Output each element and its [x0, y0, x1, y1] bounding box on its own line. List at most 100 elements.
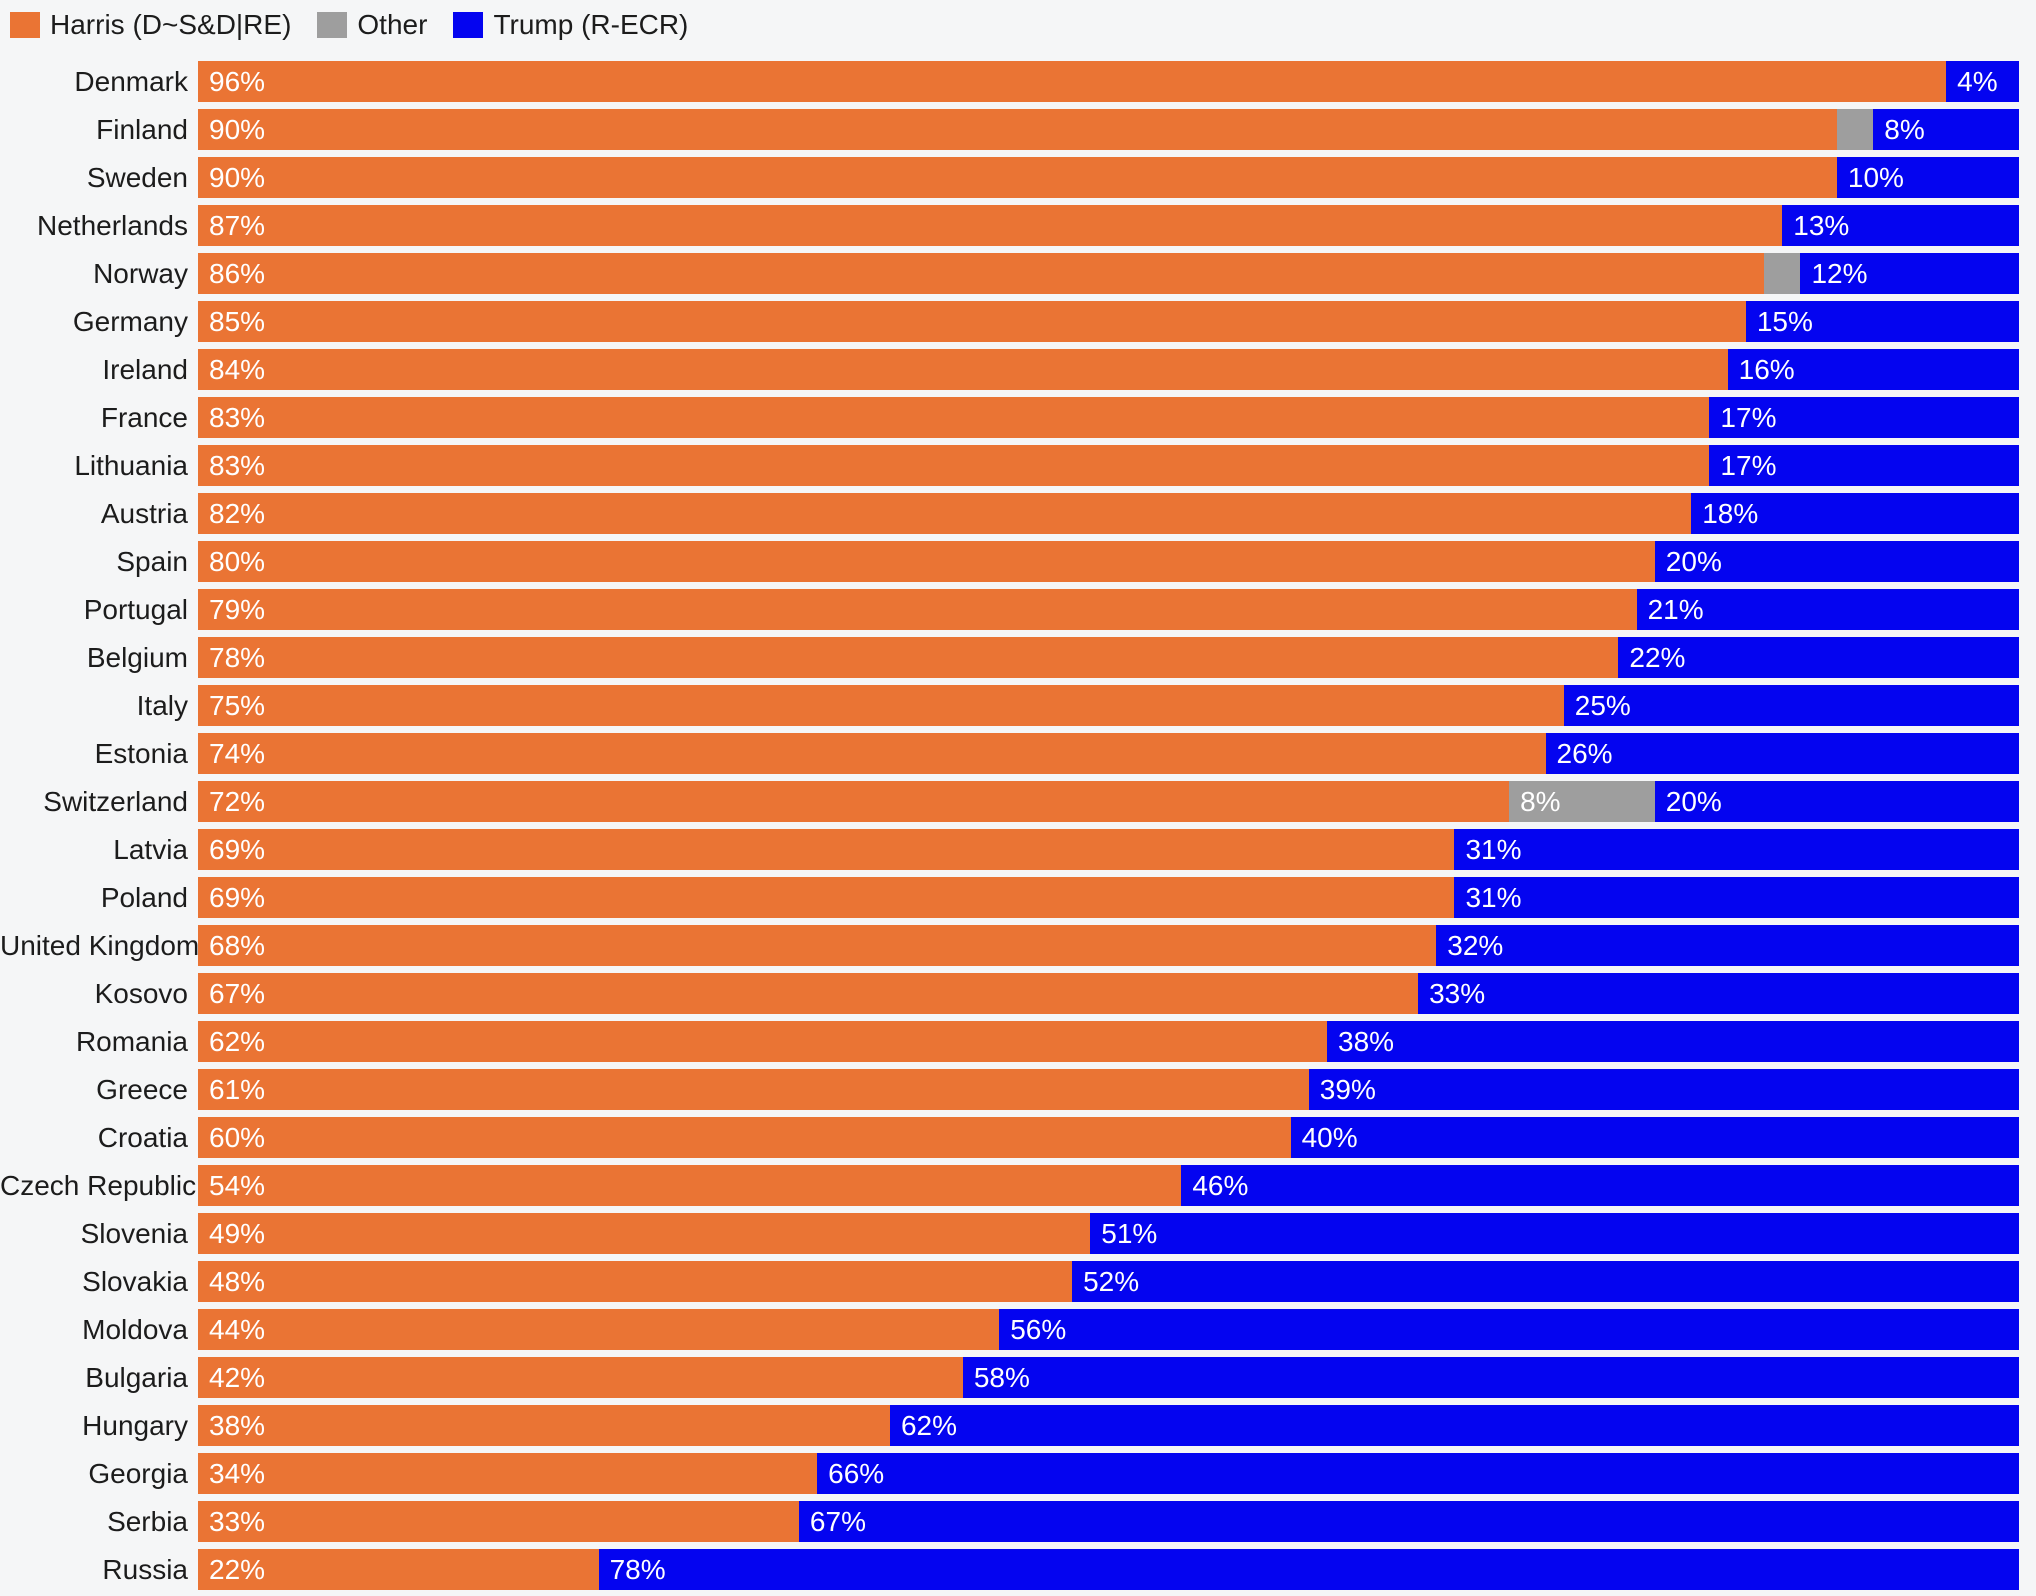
stacked-bar: 83% 17%: [198, 397, 2019, 438]
trump-value-label: 17%: [1720, 402, 1777, 433]
bar-row: Ireland 84% 16%: [0, 349, 2036, 390]
harris-value-label: 69%: [209, 882, 266, 913]
harris-segment: 67%: [198, 973, 1419, 1014]
harris-value-label: 86%: [209, 258, 266, 289]
trump-segment: 17%: [1709, 397, 2019, 438]
trump-value-label: 33%: [1429, 978, 1486, 1009]
harris-segment: 22%: [198, 1549, 599, 1590]
harris-segment: 87%: [198, 205, 1783, 246]
stacked-bar: 49% 51%: [198, 1213, 2019, 1254]
bar-row: Slovenia 49% 51%: [0, 1213, 2036, 1254]
harris-value-label: 67%: [209, 978, 266, 1009]
country-label: Denmark: [74, 66, 188, 97]
country-label: Ireland: [102, 354, 188, 385]
country-label: Italy: [136, 690, 188, 721]
harris-value-label: 38%: [209, 1410, 266, 1441]
harris-value-label: 44%: [209, 1314, 266, 1345]
harris-value-label: 49%: [209, 1218, 266, 1249]
stacked-bar: 69% 31%: [198, 877, 2019, 918]
country-label: Spain: [116, 546, 188, 577]
country-label: Portugal: [83, 594, 188, 625]
harris-value-label: 87%: [209, 210, 266, 241]
bar-row: Denmark 96% 4%: [0, 61, 2036, 102]
trump-value-label: 40%: [1301, 1122, 1358, 1153]
trump-value-label: 15%: [1756, 306, 1813, 337]
trump-segment: 15%: [1745, 301, 2019, 342]
harris-value-label: 96%: [209, 66, 266, 97]
country-label: Netherlands: [37, 210, 188, 241]
trump-segment: 18%: [1691, 493, 2019, 534]
other-legend-swatch: [317, 12, 348, 38]
bar-row: France 83% 17%: [0, 397, 2036, 438]
trump-value-label: 18%: [1702, 498, 1759, 529]
bar-row: Portugal 79% 21%: [0, 589, 2036, 630]
harris-segment: 69%: [198, 877, 1455, 918]
stacked-bar: 34% 66%: [198, 1453, 2019, 1494]
trump-value-label: 17%: [1720, 450, 1777, 481]
other-legend-label: Other: [357, 9, 428, 40]
harris-value-label: 90%: [209, 162, 266, 193]
bar-row: Slovakia 48% 52%: [0, 1261, 2036, 1302]
harris-segment: 78%: [198, 637, 1619, 678]
harris-segment: 49%: [198, 1213, 1091, 1254]
trump-segment: 51%: [1090, 1213, 2019, 1254]
harris-value-label: 74%: [209, 738, 266, 769]
trump-segment: 31%: [1454, 829, 2019, 870]
harris-value-label: 72%: [209, 786, 266, 817]
trump-segment: 62%: [889, 1405, 2019, 1446]
trump-segment: 12%: [1800, 253, 2019, 294]
harris-segment: 42%: [198, 1357, 963, 1398]
country-label: Belgium: [86, 642, 188, 673]
country-label: Greece: [96, 1074, 188, 1105]
bar-row: Serbia 33% 67%: [0, 1501, 2036, 1542]
harris-segment: 68%: [198, 925, 1437, 966]
country-label: Hungary: [82, 1410, 188, 1441]
bar-row: Latvia 69% 31%: [0, 829, 2036, 870]
harris-segment: 83%: [198, 445, 1710, 486]
stacked-bar: 87% 13%: [198, 205, 2019, 246]
trump-segment: 40%: [1290, 1117, 2019, 1158]
country-label: Russia: [102, 1554, 188, 1585]
country-label: Czech Republic: [0, 1170, 197, 1201]
trump-segment: 25%: [1563, 685, 2019, 726]
bar-row: Greece 61% 39%: [0, 1069, 2036, 1110]
stacked-bar: 33% 67%: [198, 1501, 2019, 1542]
harris-segment: 75%: [198, 685, 1564, 726]
harris-value-label: 62%: [209, 1026, 266, 1057]
trump-segment: 56%: [999, 1309, 2019, 1350]
bar-row: Russia 22% 78%: [0, 1549, 2036, 1590]
country-label: United Kingdom: [0, 930, 200, 961]
harris-value-label: 42%: [209, 1362, 266, 1393]
country-label: Croatia: [97, 1122, 188, 1153]
country-label: Latvia: [113, 834, 188, 865]
harris-value-label: 79%: [209, 594, 266, 625]
harris-value-label: 68%: [209, 930, 266, 961]
bar-row: Netherlands 87% 13%: [0, 205, 2036, 246]
bar-row: Austria 82% 18%: [0, 493, 2036, 534]
trump-value-label: 20%: [1665, 786, 1722, 817]
harris-segment: 44%: [198, 1309, 1000, 1350]
harris-segment: 90%: [198, 157, 1837, 198]
bar-row: Estonia 74% 26%: [0, 733, 2036, 774]
harris-value-label: 33%: [209, 1506, 266, 1537]
trump-value-label: 67%: [809, 1506, 866, 1537]
bar-row: Norway 86% 12%: [0, 253, 2036, 294]
bar-row: Moldova 44% 56%: [0, 1309, 2036, 1350]
trump-segment: 26%: [1545, 733, 2019, 774]
stacked-bar: 96% 4%: [198, 61, 2019, 102]
bar-row: Poland 69% 31%: [0, 877, 2036, 918]
harris-value-label: 75%: [209, 690, 266, 721]
bar-row: Belgium 78% 22%: [0, 637, 2036, 678]
country-label: Switzerland: [43, 786, 188, 817]
country-label: Serbia: [107, 1506, 188, 1537]
trump-value-label: 46%: [1192, 1170, 1249, 1201]
stacked-bar: 61% 39%: [198, 1069, 2019, 1110]
harris-segment: 74%: [198, 733, 1546, 774]
trump-segment: 52%: [1072, 1261, 2019, 1302]
legend-item-harris: Harris (D~S&D|RE): [10, 9, 291, 41]
harris-segment: 85%: [198, 301, 1746, 342]
trump-value-label: 78%: [609, 1554, 666, 1585]
country-label: Moldova: [82, 1314, 188, 1345]
stacked-bar: 80% 20%: [198, 541, 2019, 582]
